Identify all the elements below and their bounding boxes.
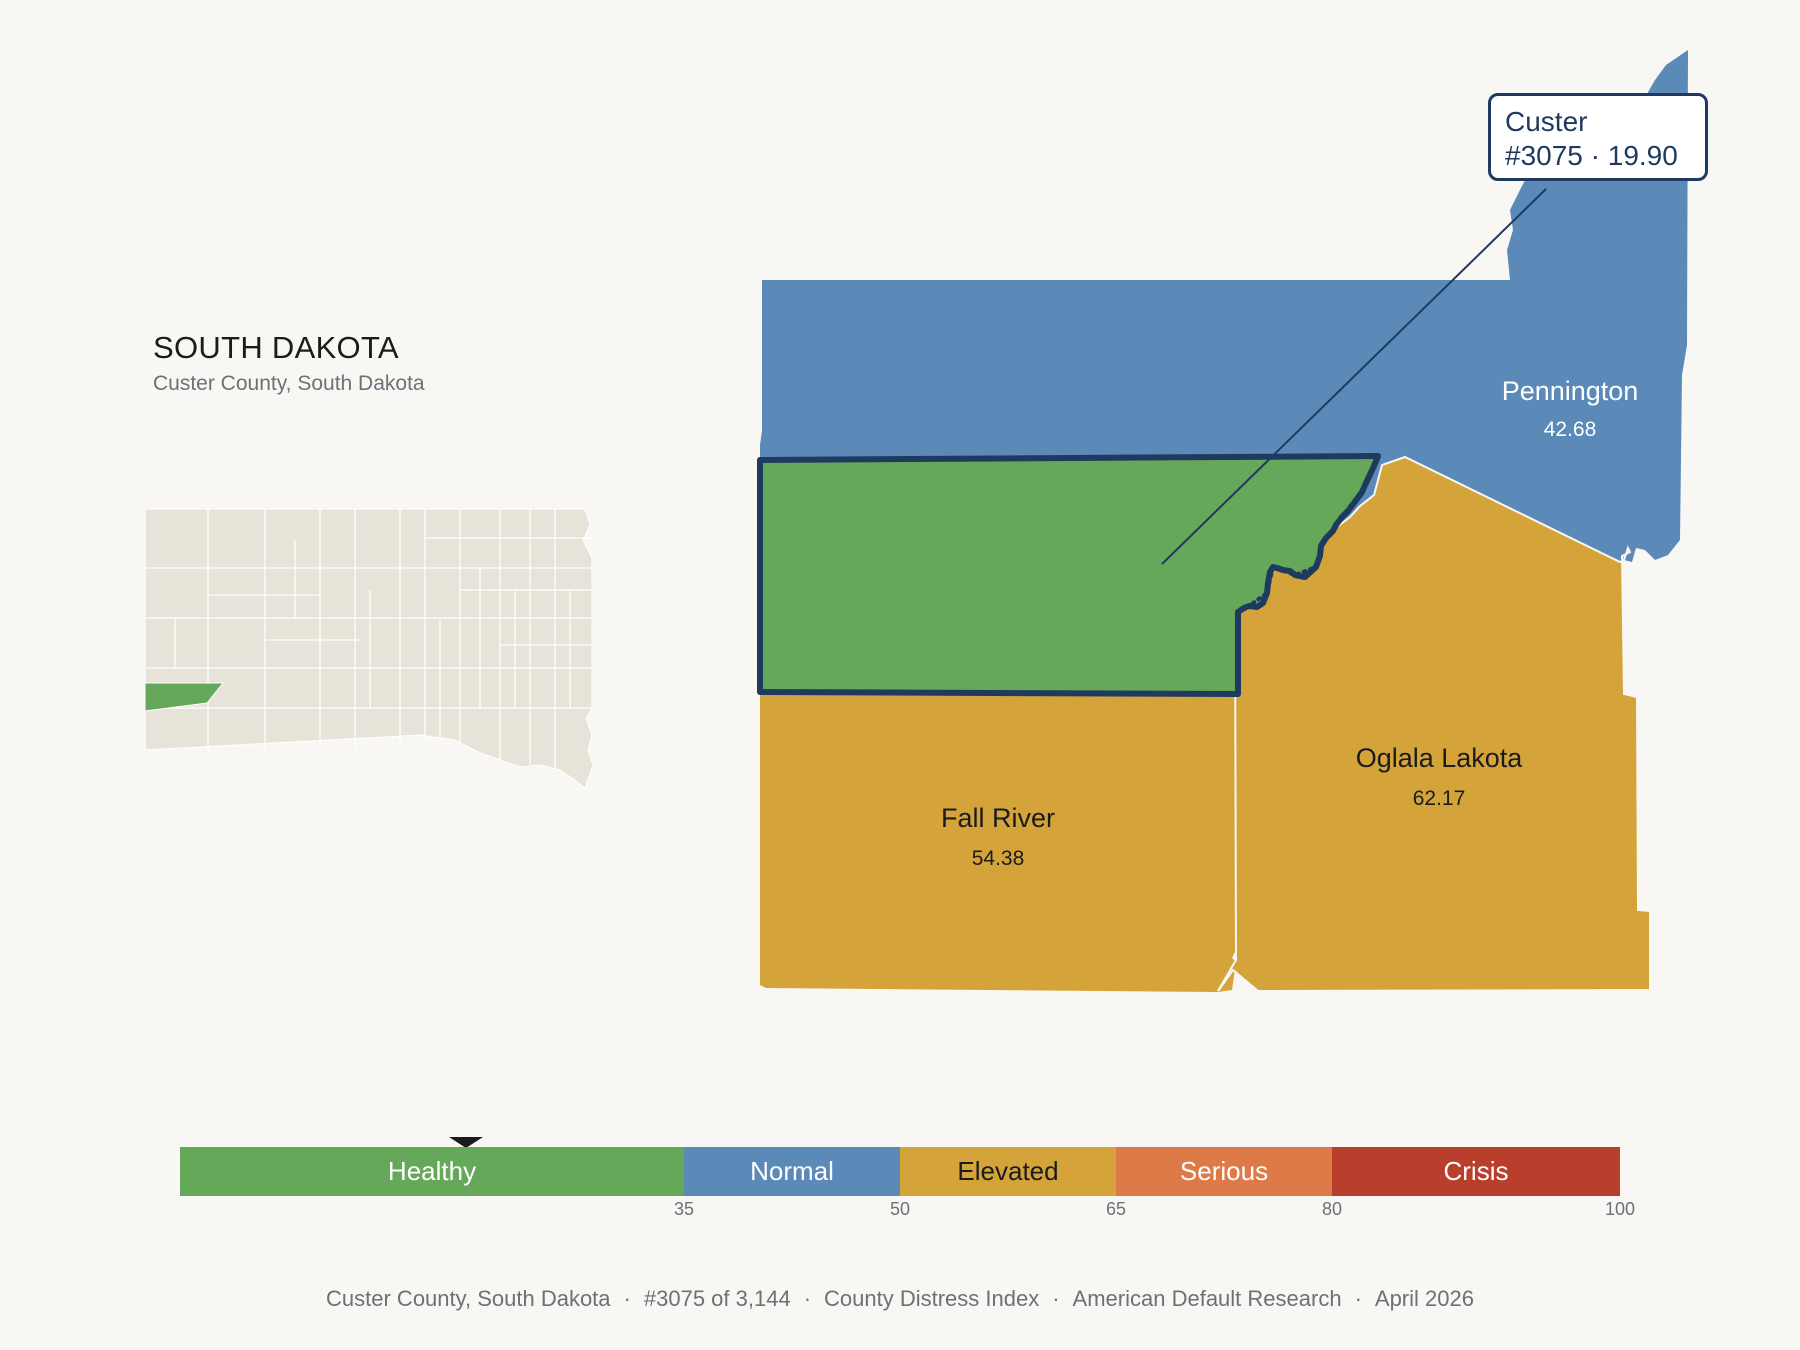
map-header: SOUTH DAKOTA Custer County, South Dakota bbox=[153, 330, 425, 396]
locator-county-lines bbox=[145, 509, 592, 770]
footer-source: American Default Research bbox=[1072, 1286, 1342, 1311]
callout-rank-score: #3075 · 19.90 bbox=[1505, 140, 1678, 171]
footer-separator: · bbox=[623, 1286, 631, 1311]
state-title: SOUTH DAKOTA bbox=[153, 330, 399, 365]
footer-credits: Custer County, South Dakota · #3075 of 3,1… bbox=[0, 1286, 1800, 1312]
state-locator-map bbox=[144, 508, 594, 789]
county-map: Pennington 42.68 Fall River 54.38 Oglala… bbox=[757, 50, 1688, 993]
scale-tick-80: 80 bbox=[1321, 1199, 1343, 1219]
county-label-fall-river: Fall River bbox=[941, 803, 1055, 833]
county-custer-halo bbox=[1236, 454, 1380, 614]
scale-tick-65: 65 bbox=[1105, 1199, 1127, 1219]
footer-separator: · bbox=[1354, 1286, 1362, 1311]
scale-segment-healthy: Healthy bbox=[180, 1147, 684, 1196]
county-label-pennington: Pennington bbox=[1502, 376, 1639, 406]
scale-segment-elevated: Elevated bbox=[900, 1147, 1116, 1196]
distress-scale-bar: Healthy Normal Elevated Serious Crisis bbox=[180, 1147, 1620, 1196]
county-value-fall-river: 54.38 bbox=[972, 847, 1025, 870]
county-value-oglala-lakota: 62.17 bbox=[1413, 787, 1466, 810]
footer-location: Custer County, South Dakota bbox=[326, 1286, 611, 1311]
callout-county-name: Custer bbox=[1505, 106, 1588, 137]
locator-highlight-custer bbox=[144, 682, 225, 712]
score-marker-icon bbox=[449, 1137, 483, 1148]
scale-segment-serious: Serious bbox=[1116, 1147, 1332, 1196]
state-outline bbox=[144, 508, 594, 789]
footer-separator: · bbox=[803, 1286, 812, 1311]
state-subtitle: Custer County, South Dakota bbox=[153, 372, 425, 395]
scale-segment-crisis: Crisis bbox=[1332, 1147, 1620, 1196]
scale-segment-normal: Normal bbox=[684, 1147, 900, 1196]
county-fall-river[interactable] bbox=[760, 694, 1236, 992]
scale-tick-50: 50 bbox=[889, 1199, 911, 1219]
footer-index-name: County Distress Index bbox=[824, 1286, 1040, 1311]
footer-date: April 2026 bbox=[1374, 1286, 1474, 1311]
callout-leader-line bbox=[1161, 188, 1547, 565]
footer-separator: · bbox=[1052, 1286, 1060, 1311]
county-callout: Custer #3075 · 19.90 bbox=[1488, 93, 1708, 181]
footer-rank: #3075 of 3,144 bbox=[643, 1286, 791, 1311]
scale-tick-100: 100 bbox=[1604, 1199, 1636, 1219]
county-label-oglala-lakota: Oglala Lakota bbox=[1356, 743, 1524, 773]
county-value-pennington: 42.68 bbox=[1544, 418, 1597, 441]
scale-tick-35: 35 bbox=[673, 1199, 695, 1219]
